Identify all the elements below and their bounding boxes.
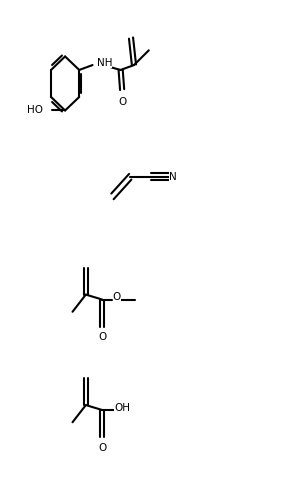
Text: O: O — [113, 292, 121, 302]
Text: O: O — [98, 443, 106, 453]
Text: HO: HO — [27, 106, 43, 115]
Text: NH: NH — [97, 57, 112, 68]
Text: O: O — [118, 97, 126, 107]
Text: O: O — [98, 332, 106, 342]
Text: OH: OH — [114, 403, 130, 412]
Text: N: N — [169, 172, 177, 182]
